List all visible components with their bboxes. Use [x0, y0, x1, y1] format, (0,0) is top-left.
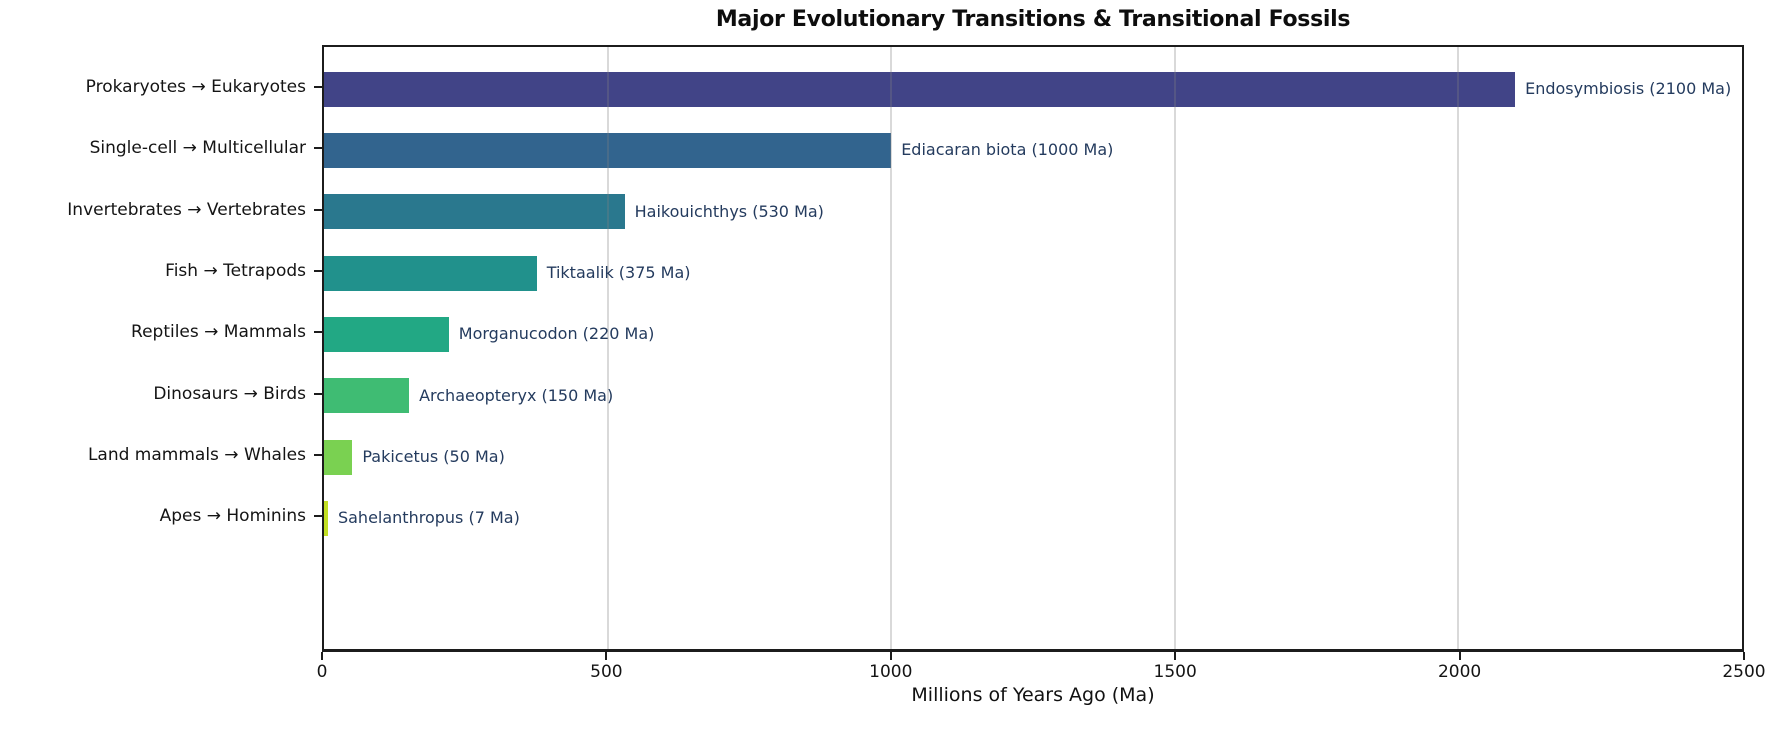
fossil-annotation: Haikouichthys (530 Ma) — [634, 201, 824, 221]
y-tick-mark — [314, 331, 322, 334]
fossil-annotation: Endosymbiosis (2100 Ma) — [1525, 79, 1732, 98]
gridline — [1457, 47, 1460, 649]
bar — [324, 378, 410, 414]
bar — [324, 194, 625, 230]
y-tick-mark — [314, 454, 322, 457]
bar — [324, 132, 892, 168]
x-tick-label: 2000 — [1437, 662, 1482, 682]
fossil-annotation: Sahelanthropus (7 Ma) — [337, 508, 520, 528]
gridline — [1173, 47, 1176, 649]
bar — [324, 439, 353, 475]
bar — [324, 500, 328, 536]
fossil-annotation: Morganucodon (220 Ma) — [458, 324, 655, 344]
gridline — [890, 47, 893, 649]
y-tick-mark — [314, 515, 322, 518]
fossil-annotation: Pakicetus (50 Ma) — [362, 447, 505, 467]
y-tick-label: Reptiles → Mammals — [131, 322, 306, 343]
y-tick-label: Invertebrates → Vertebrates — [67, 199, 306, 220]
x-tick-mark — [605, 652, 608, 660]
x-tick-label: 1500 — [1153, 662, 1197, 682]
x-tick-mark — [1743, 652, 1745, 660]
bar — [324, 316, 449, 352]
fossil-annotation: Tiktaalik (375 Ma) — [546, 263, 691, 283]
y-tick-mark — [314, 147, 322, 150]
x-tick-label: 1000 — [869, 662, 913, 682]
x-tick-label: 2500 — [1722, 662, 1766, 682]
y-tick-label: Apes → Hominins — [159, 506, 306, 527]
plot-area: Endosymbiosis (2100 Ma) Ediacaran biota (… — [322, 45, 1744, 652]
x-tick-label: 500 — [590, 662, 623, 682]
bar — [324, 71, 1516, 107]
fossil-annotation: Ediacaran biota (1000 Ma) — [901, 140, 1114, 160]
y-tick-label: Dinosaurs → Birds — [153, 383, 306, 404]
x-axis-label: Millions of Years Ago (Ma) — [911, 684, 1155, 706]
y-tick-mark — [314, 208, 322, 211]
x-tick-label: 0 — [316, 662, 328, 682]
y-tick-mark — [314, 270, 322, 273]
y-tick-label: Fish → Tetrapods — [165, 261, 306, 282]
y-tick-label: Prokaryotes → Eukaryotes — [85, 77, 306, 97]
gridline — [606, 47, 609, 649]
x-tick-mark — [1458, 652, 1461, 660]
chart-title: Major Evolutionary Transitions & Transit… — [715, 7, 1351, 32]
y-tick-mark — [314, 86, 322, 88]
fossil-annotation: Archaeopteryx (150 Ma) — [419, 385, 614, 405]
y-tick-label: Single-cell → Multicellular — [89, 138, 306, 159]
x-tick-mark — [1174, 652, 1177, 660]
bar — [324, 255, 537, 291]
x-tick-mark — [889, 652, 892, 660]
y-tick-label: Land mammals → Whales — [87, 445, 306, 466]
y-tick-mark — [314, 392, 322, 395]
x-tick-mark — [321, 652, 323, 660]
